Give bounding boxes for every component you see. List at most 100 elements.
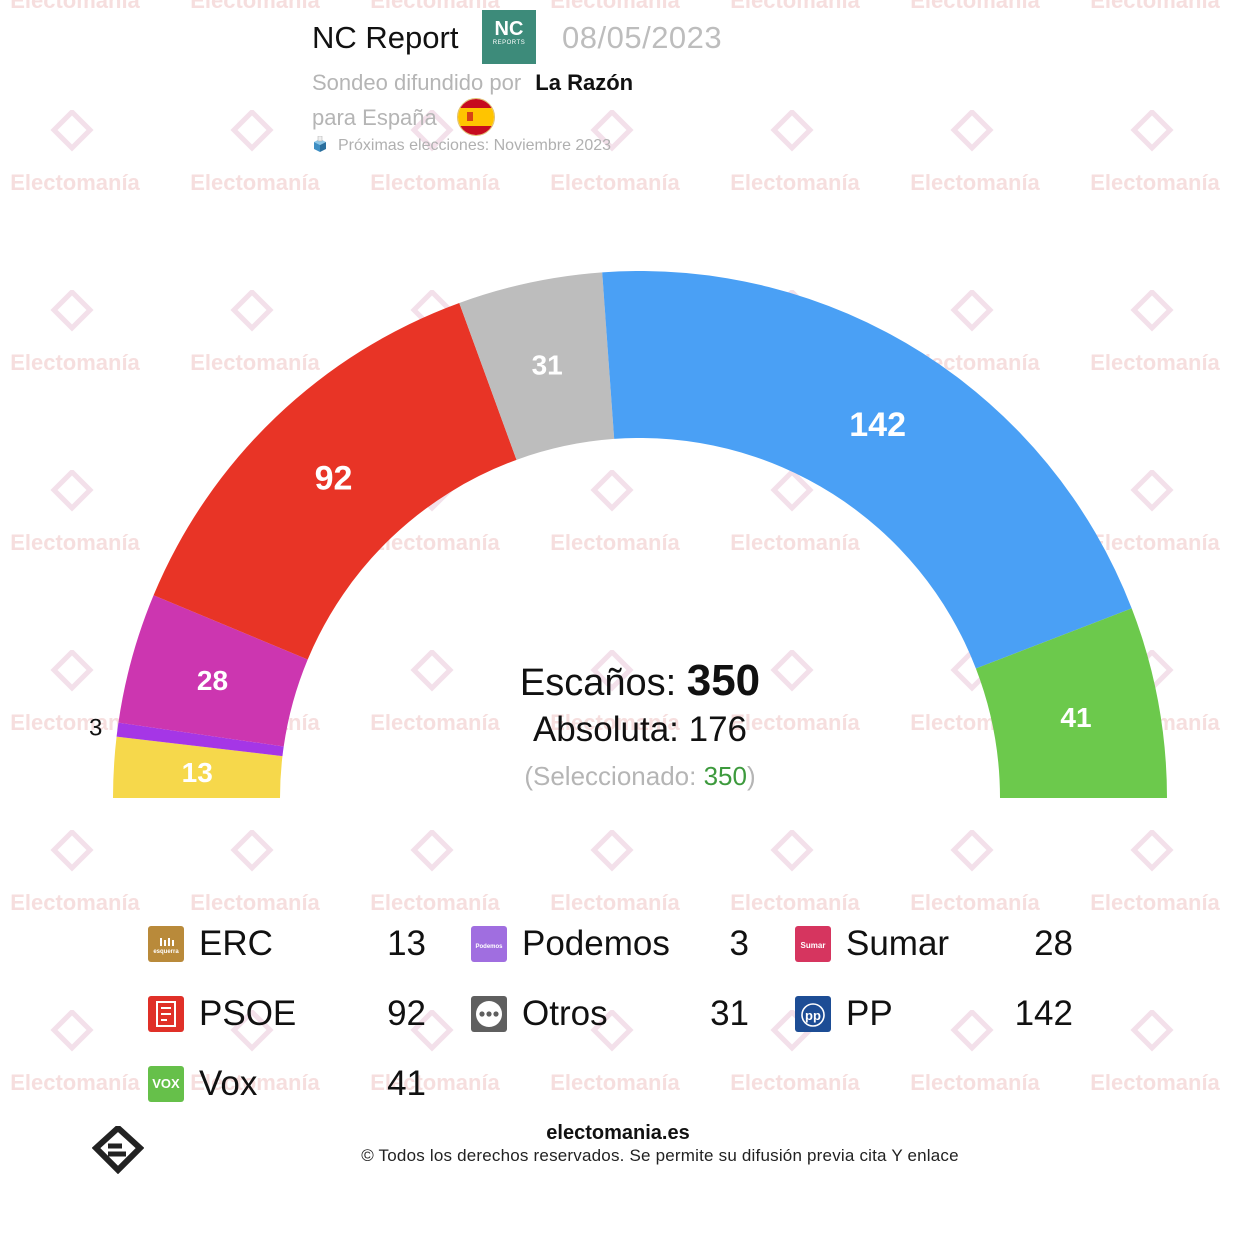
watermark-text: Electomanía <box>10 0 140 13</box>
seat-label-psoe: 92 <box>315 460 353 498</box>
legend-party-name: Vox <box>199 1064 258 1103</box>
published-prefix: Sondeo difundido por <box>312 70 522 95</box>
legend-party-name: Otros <box>522 994 608 1033</box>
published-line: Sondeo difundido por La Razón <box>312 70 633 96</box>
selected-prefix: (Seleccionado: <box>524 761 697 791</box>
watermark-logo-icon <box>230 830 274 872</box>
watermark-text: Electomanía <box>370 890 500 915</box>
svg-text:esquerra: esquerra <box>153 949 179 955</box>
legend-item: PSOE 92 <box>148 990 468 1040</box>
watermark-text: Electomanía <box>190 0 320 13</box>
watermark-text: Electomanía <box>1090 890 1220 915</box>
pollster-logo-subtext: REPORTS <box>492 40 526 46</box>
hemicycle-chart: 13 3 28 92 31 142 41 <box>89 271 1167 798</box>
selected-line: (Seleccionado: 350) <box>400 752 880 800</box>
scope-label: para España <box>312 105 437 130</box>
psoe-logo-icon <box>148 996 184 1032</box>
selected-suffix: ) <box>746 761 756 791</box>
watermark-logo-icon <box>410 830 454 872</box>
legend-item: Podemos Podemos 3 <box>471 920 791 970</box>
selected-value: 350 <box>703 761 747 791</box>
watermark-text: Electomanía <box>910 0 1040 13</box>
watermark-text: Electomanía <box>10 890 140 915</box>
erc-logo-icon: esquerra <box>148 926 184 962</box>
legend-party-name: PP <box>846 994 893 1033</box>
hemicycle-segment-psoe <box>153 302 517 660</box>
seat-summary: Escaños: 350 Absoluta: 176 (Seleccionado… <box>400 656 880 800</box>
watermark-text: Electomanía <box>10 170 140 195</box>
legend-party-seats: 28 <box>1034 924 1073 963</box>
footer-copyright: © Todos los derechos reservados. Se perm… <box>361 1146 959 1165</box>
watermark-logo-icon <box>1130 1010 1174 1052</box>
watermark-logo-icon <box>950 110 994 152</box>
svg-text:VOX: VOX <box>152 1076 180 1091</box>
legend-party-name: PSOE <box>199 994 297 1033</box>
watermark-text: Electomanía <box>370 170 500 195</box>
hemicycle-segment-podemos <box>116 722 284 757</box>
watermark-logo-icon <box>950 830 994 872</box>
svg-text:Sumar: Sumar <box>801 941 826 950</box>
otros-dots-icon <box>471 996 507 1032</box>
watermark-text: Electomanía <box>1090 0 1220 13</box>
seat-label-sumar: 28 <box>197 665 228 696</box>
svg-text:pp: pp <box>805 1008 821 1023</box>
pp-logo-icon: pp <box>795 996 831 1032</box>
legend-item: VOX Vox 41 <box>148 1060 468 1110</box>
sumar-logo-icon: Sumar <box>795 926 831 962</box>
seat-label-vox: 41 <box>1060 702 1091 733</box>
seat-label-otros: 31 <box>532 349 563 380</box>
pollster-name: NC Report <box>312 20 459 55</box>
watermark-logo-icon <box>590 830 634 872</box>
watermark-text: Electomanía <box>1090 170 1220 195</box>
hemicycle-segment-vox <box>975 608 1167 798</box>
next-elections-line: Próximas elecciones: Noviembre 2023 <box>312 135 612 155</box>
poll-header: NC Report NC REPORTS 08/05/2023 Sondeo d… <box>312 10 912 160</box>
hemicycle-segment-pp <box>602 271 1132 669</box>
next-elections-text: Próximas elecciones: Noviembre 2023 <box>338 137 612 154</box>
watermark-text: Electomanía <box>550 890 680 915</box>
watermark-text: Electomanía <box>910 890 1040 915</box>
watermark-logo-icon <box>1130 110 1174 152</box>
watermark-logo-icon <box>1130 830 1174 872</box>
legend-item: pp PP 142 <box>795 990 1115 1040</box>
legend-party-name: Podemos <box>522 924 670 963</box>
seat-label-pp: 142 <box>849 406 906 444</box>
legend-item: esquerra ERC 13 <box>148 920 468 970</box>
legend-item: Sumar Sumar 28 <box>795 920 1115 970</box>
watermark-logo-icon <box>770 830 814 872</box>
legend-party-seats: 3 <box>729 924 749 963</box>
hemicycle-segment-otros <box>459 272 615 460</box>
seat-label-podemos: 3 <box>89 715 102 742</box>
media-name: La Razón <box>535 70 634 95</box>
legend-party-seats: 142 <box>1014 994 1073 1033</box>
legend-party-seats: 41 <box>387 1064 426 1103</box>
electomania-logo-icon <box>91 1123 145 1175</box>
legend-party-seats: 31 <box>710 994 749 1033</box>
legend-party-seats: 92 <box>387 994 426 1033</box>
total-seats-line: Escaños: 350 <box>400 656 880 708</box>
watermark-text: Electomanía <box>910 170 1040 195</box>
watermark-text: Electomanía <box>190 170 320 195</box>
watermark-text: Electomanía <box>190 890 320 915</box>
watermark-text: Electomanía <box>10 1070 140 1095</box>
majority-label: Absoluta: <box>532 710 679 749</box>
poll-date: 08/05/2023 <box>562 20 723 55</box>
hemicycle-segment-erc <box>113 736 283 798</box>
podemos-logo-icon: Podemos <box>471 926 507 962</box>
watermark-text: Electomanía <box>550 170 680 195</box>
majority-value: 176 <box>688 710 748 749</box>
legend-party-name: ERC <box>199 924 273 963</box>
svg-text:Podemos: Podemos <box>475 944 503 950</box>
watermark-text: Electomanía <box>730 890 860 915</box>
total-seats-value: 350 <box>686 656 761 705</box>
legend-item: Otros 31 <box>471 990 791 1040</box>
watermark-logo-icon <box>50 1010 94 1052</box>
watermark-logo-icon <box>50 830 94 872</box>
watermark-logo-icon <box>50 110 94 152</box>
hemicycle-segment-sumar <box>118 595 308 747</box>
majority-line: Absoluta: 176 <box>400 708 880 752</box>
watermark-text: Electomanía <box>730 170 860 195</box>
vox-logo-icon: VOX <box>148 1066 184 1102</box>
legend-party-name: Sumar <box>846 924 950 963</box>
total-seats-label: Escaños: <box>519 662 677 704</box>
